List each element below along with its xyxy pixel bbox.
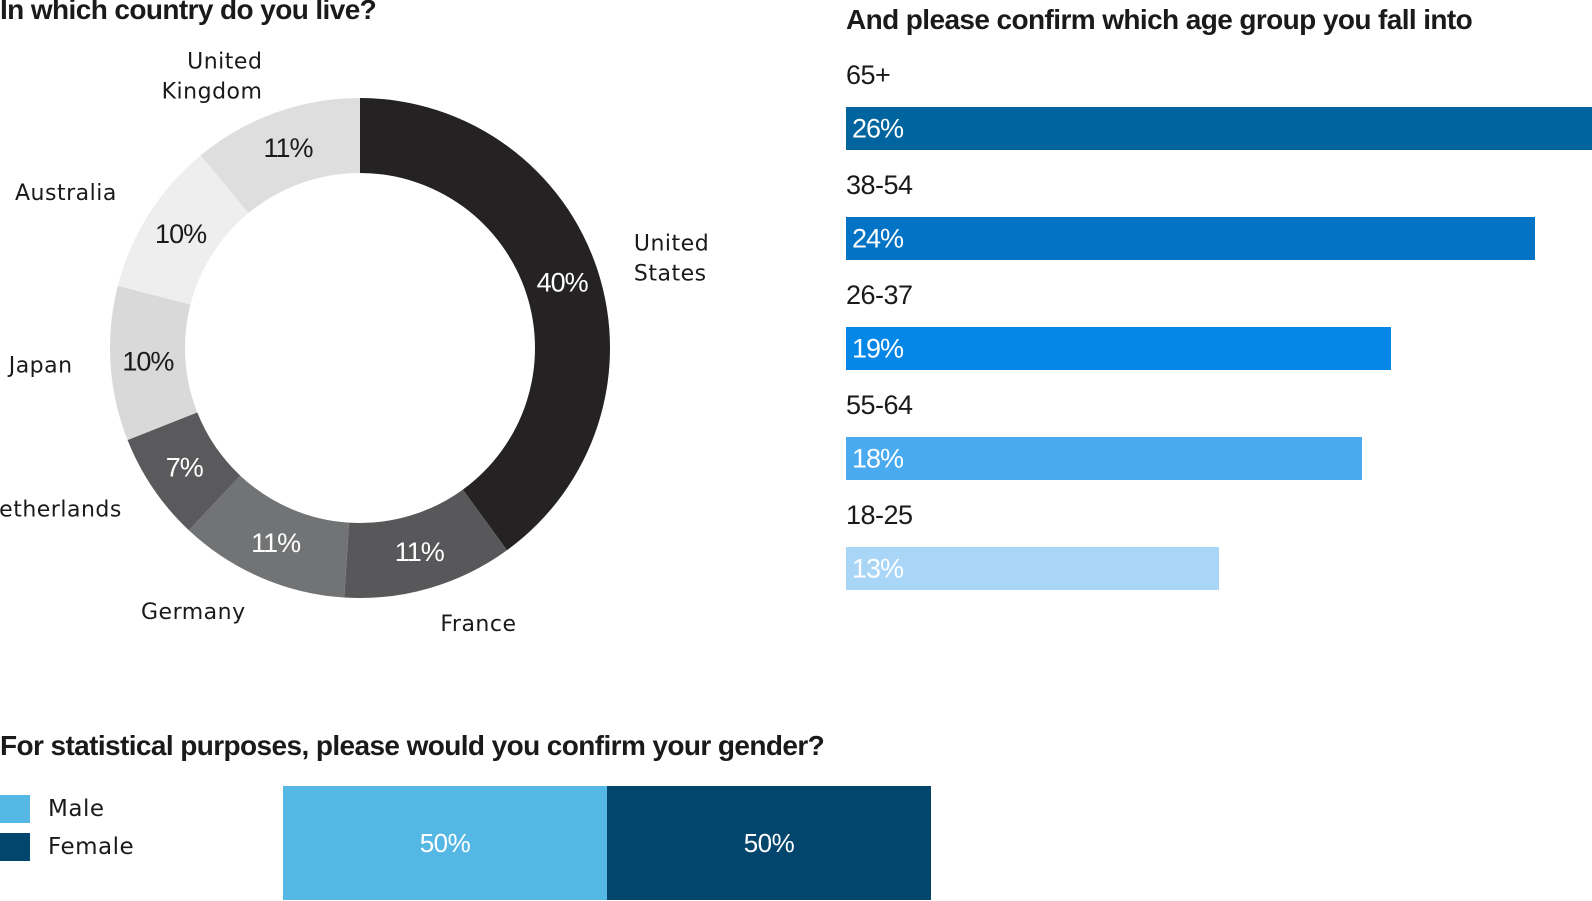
age-bar-row: 55-64 18% — [846, 390, 1592, 500]
gender-bar-segment: 50% — [283, 786, 607, 900]
legend-item: Male — [0, 790, 134, 828]
age-bar-row: 26-37 19% — [846, 280, 1592, 390]
age-category-label: 65+ — [846, 60, 891, 90]
gender-bar-segment: 50% — [607, 786, 931, 900]
age-bar-chart: 65+ 26% 38-54 24% 26-37 19% 55-64 18% 18-25 13% — [846, 60, 1592, 620]
legend-swatch — [0, 833, 30, 861]
age-category-label: 55-64 — [846, 390, 913, 420]
gender-value-label: 50% — [743, 827, 795, 858]
age-bar: 26% — [846, 107, 1592, 150]
donut-value-label: 10% — [122, 346, 174, 376]
donut-value-label: 11% — [251, 528, 301, 558]
gender-value-label: 50% — [419, 827, 471, 858]
age-bar-row: 65+ 26% — [846, 60, 1592, 170]
legend-item: Female — [0, 828, 134, 866]
age-bar-row: 18-25 13% — [846, 500, 1592, 610]
legend-label: Male — [48, 796, 105, 822]
age-chart-title: And please confirm which age group you f… — [846, 4, 1473, 35]
gender-legend: Male Female — [0, 790, 134, 866]
donut-category-label: Netherlands — [0, 497, 122, 522]
donut-value-label: 11% — [395, 537, 445, 567]
age-category-label: 18-25 — [846, 500, 913, 530]
age-bar: 19% — [846, 327, 1392, 370]
country-chart-title: In which country do you live? — [0, 0, 377, 25]
donut-value-label: 11% — [263, 133, 313, 163]
age-value-label: 13% — [852, 553, 904, 583]
donut-slice — [188, 475, 350, 598]
donut-slice — [344, 489, 507, 598]
age-value-label: 24% — [852, 223, 904, 253]
donut-category-label: United States — [634, 232, 709, 287]
donut-slice — [127, 412, 241, 531]
donut-slice — [110, 285, 198, 441]
donut-slice — [360, 98, 610, 551]
age-category-label: 26-37 — [846, 280, 913, 310]
donut-category-label: France — [440, 612, 516, 637]
age-bar-row: 38-54 24% — [846, 170, 1592, 280]
legend-swatch — [0, 795, 30, 823]
donut-value-label: 7% — [166, 452, 204, 482]
age-category-label: 38-54 — [846, 170, 913, 200]
gender-chart-title: For statistical purposes, please would y… — [0, 730, 825, 761]
age-bar: 18% — [846, 437, 1363, 480]
gender-stacked-bar: 50% 50% — [283, 786, 931, 900]
age-value-label: 26% — [852, 113, 904, 143]
donut-category-label: United Kingdom — [162, 50, 263, 105]
donut-slice — [117, 155, 249, 305]
age-bar: 13% — [846, 547, 1219, 590]
donut-category-label: Germany — [141, 600, 246, 625]
legend-label: Female — [48, 834, 135, 860]
age-bar: 24% — [846, 217, 1535, 260]
donut-slice — [200, 98, 360, 214]
donut-value-label: 10% — [155, 219, 207, 249]
donut-category-label: Australia — [15, 181, 117, 206]
donut-value-label: 40% — [537, 267, 589, 297]
age-value-label: 18% — [852, 443, 904, 473]
donut-category-label: Japan — [7, 354, 73, 379]
age-value-label: 19% — [852, 333, 904, 363]
